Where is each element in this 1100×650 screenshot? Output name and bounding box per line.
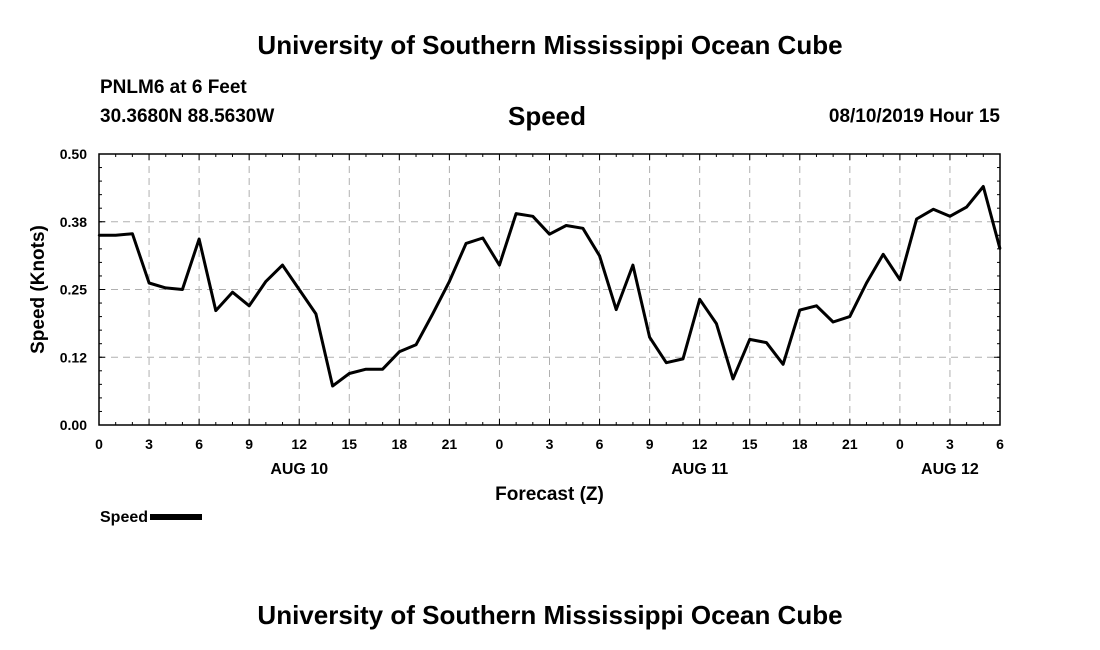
- date-label: AUG 12: [921, 461, 979, 478]
- data-point: [398, 350, 401, 353]
- data-point: [598, 254, 601, 258]
- data-point: [948, 215, 952, 218]
- data-point: [197, 237, 201, 241]
- label-layer: 0 3 6 9 12 15 18 21 0 3 6 9 12 15 18 21 0 3 6 0.00 0.12 0.25 0…: [28, 146, 1004, 505]
- station-coordinates: 30.3680N 88.5630W: [100, 106, 275, 127]
- data-point: [331, 384, 334, 388]
- data-point: [815, 304, 818, 307]
- data-point: [498, 263, 501, 267]
- x-tick-label: 15: [341, 436, 357, 452]
- plot-frame: [98, 153, 1001, 426]
- data-point: [231, 291, 234, 294]
- x-tick-label: 9: [245, 436, 253, 452]
- data-point: [882, 253, 885, 256]
- x-tick-label: 3: [946, 436, 954, 452]
- y-tick-label: 0.38: [60, 214, 87, 230]
- data-point: [414, 343, 418, 346]
- data-point: [364, 368, 368, 371]
- x-tick-label: 0: [95, 436, 103, 452]
- y-tick-label: 0.12: [60, 349, 87, 365]
- x-tick-label: 6: [996, 436, 1004, 452]
- x-tick-label: 6: [195, 436, 203, 452]
- data-point: [915, 217, 918, 221]
- x-tick-label: 21: [842, 436, 858, 452]
- data-point: [431, 312, 434, 316]
- forecast-datetime: 08/10/2019 Hour 15: [828, 106, 1000, 127]
- data-point: [965, 205, 968, 209]
- data-point: [464, 242, 468, 245]
- data-point: [481, 236, 484, 240]
- data-point: [164, 286, 167, 290]
- data-point: [181, 288, 184, 291]
- data-point: [932, 208, 935, 211]
- data-point: [314, 312, 318, 316]
- data-point: [715, 322, 718, 325]
- data-point: [581, 227, 585, 230]
- data-point: [298, 288, 301, 291]
- data-point: [848, 315, 851, 318]
- data-point: [898, 278, 902, 281]
- data-point: [798, 308, 801, 312]
- legend-line-swatch: [150, 513, 203, 520]
- x-tick-label: 21: [442, 436, 458, 452]
- data-point: [548, 233, 551, 236]
- data-point: [381, 368, 384, 371]
- x-tick-label: 6: [596, 436, 604, 452]
- data-point: [731, 377, 735, 381]
- data-point: [264, 280, 268, 283]
- y-tick-label: 0.50: [60, 146, 87, 162]
- station-label: PNLM6 at 6 Feet: [100, 77, 247, 98]
- data-point: [615, 308, 618, 311]
- x-tick-label: 3: [546, 436, 554, 452]
- data-point: [348, 372, 351, 375]
- data-point: [748, 338, 751, 341]
- data-point: [781, 363, 785, 366]
- data-point: [531, 215, 534, 218]
- data-point: [648, 336, 651, 339]
- data-point: [665, 361, 668, 364]
- data-point: [865, 281, 868, 285]
- data-point: [765, 341, 768, 344]
- x-tick-label: 12: [692, 436, 708, 452]
- x-tick-label: 18: [792, 436, 808, 452]
- data-point: [448, 280, 451, 283]
- x-tick-label: 3: [145, 436, 153, 452]
- date-label: AUG 10: [270, 461, 328, 478]
- data-point: [131, 232, 134, 235]
- x-tick-label: 12: [291, 436, 307, 452]
- x-tick-label: 0: [896, 436, 904, 452]
- data-point: [214, 309, 217, 312]
- x-tick-label: 0: [496, 436, 504, 452]
- grid-layer: [99, 154, 1000, 425]
- x-axis-title: Forecast (Z): [495, 484, 604, 505]
- data-point: [565, 224, 568, 227]
- data-point: [698, 298, 701, 301]
- y-tick-label: 0.00: [60, 417, 87, 433]
- data-point: [681, 357, 685, 361]
- main-title: University of Southern Mississippi Ocean…: [257, 30, 843, 60]
- data-point: [631, 263, 635, 267]
- data-point: [114, 234, 117, 237]
- data-point: [982, 185, 985, 188]
- y-axis-title: Speed (Knots): [28, 225, 49, 354]
- date-label: AUG 11: [671, 461, 728, 478]
- data-point: [281, 263, 284, 267]
- x-tick-label: 18: [392, 436, 408, 452]
- x-tick-label: 9: [646, 436, 654, 452]
- y-tick-label: 0.25: [60, 282, 87, 298]
- data-point: [514, 212, 518, 215]
- series-layer: [97, 185, 1002, 388]
- data-point: [831, 320, 835, 324]
- x-tick-label: 15: [742, 436, 758, 452]
- data-point: [248, 304, 251, 307]
- data-point: [147, 281, 151, 285]
- legend: Speed: [100, 509, 203, 527]
- chart-title: Speed: [508, 101, 587, 131]
- footer-title: University of Southern Mississippi Ocean…: [257, 600, 843, 630]
- legend-label: Speed: [100, 509, 149, 526]
